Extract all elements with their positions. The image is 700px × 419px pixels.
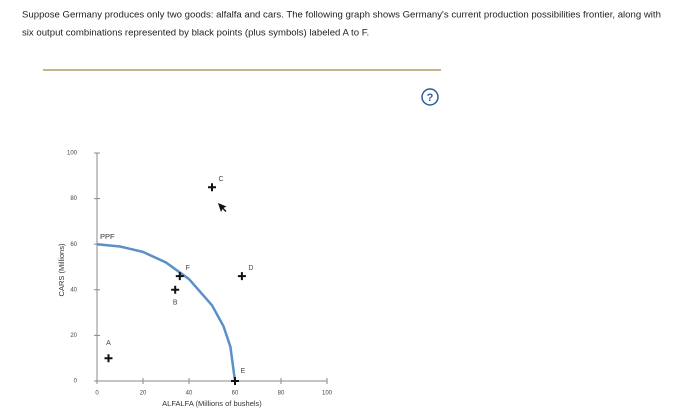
ppf-label: PPF	[100, 232, 115, 241]
x-tick-label: 100	[322, 391, 333, 397]
x-tick-label: 80	[278, 391, 285, 397]
question-line: Suppose Germany produces only two goods:…	[22, 10, 661, 21]
point	[231, 377, 239, 385]
y-tick-label: 0	[74, 379, 78, 385]
y-axis-label: CARS (Millions)	[57, 243, 66, 296]
x-tick-label: 20	[140, 391, 147, 397]
help-icon[interactable]: ?	[427, 92, 434, 104]
ppf-curve	[96, 242, 237, 382]
point-label: C	[218, 176, 223, 183]
help-button[interactable]	[421, 88, 439, 106]
y-tick-label: 60	[70, 242, 77, 248]
point-label: F	[186, 265, 190, 272]
y-tick-label: 40	[70, 287, 77, 293]
point	[171, 285, 180, 294]
point-label: B	[173, 300, 178, 307]
point-label: E	[241, 368, 246, 375]
x-tick-label: 0	[95, 391, 99, 397]
cursor	[218, 203, 227, 212]
x-axis-label: ALFALFA (Millions of bushels)	[162, 399, 262, 408]
x-tick-label: 60	[232, 391, 239, 397]
point	[104, 354, 113, 363]
point	[175, 272, 184, 281]
y-tick-label: 100	[67, 151, 78, 157]
x-tick-label: 40	[186, 391, 193, 397]
y-tick-label: 20	[70, 333, 77, 339]
point-label: A	[106, 340, 111, 347]
point-label: D	[248, 265, 253, 272]
point	[208, 183, 216, 192]
y-tick-label: 80	[70, 196, 77, 202]
point	[237, 272, 246, 281]
question-line: six output combinations represented by b…	[22, 28, 369, 39]
